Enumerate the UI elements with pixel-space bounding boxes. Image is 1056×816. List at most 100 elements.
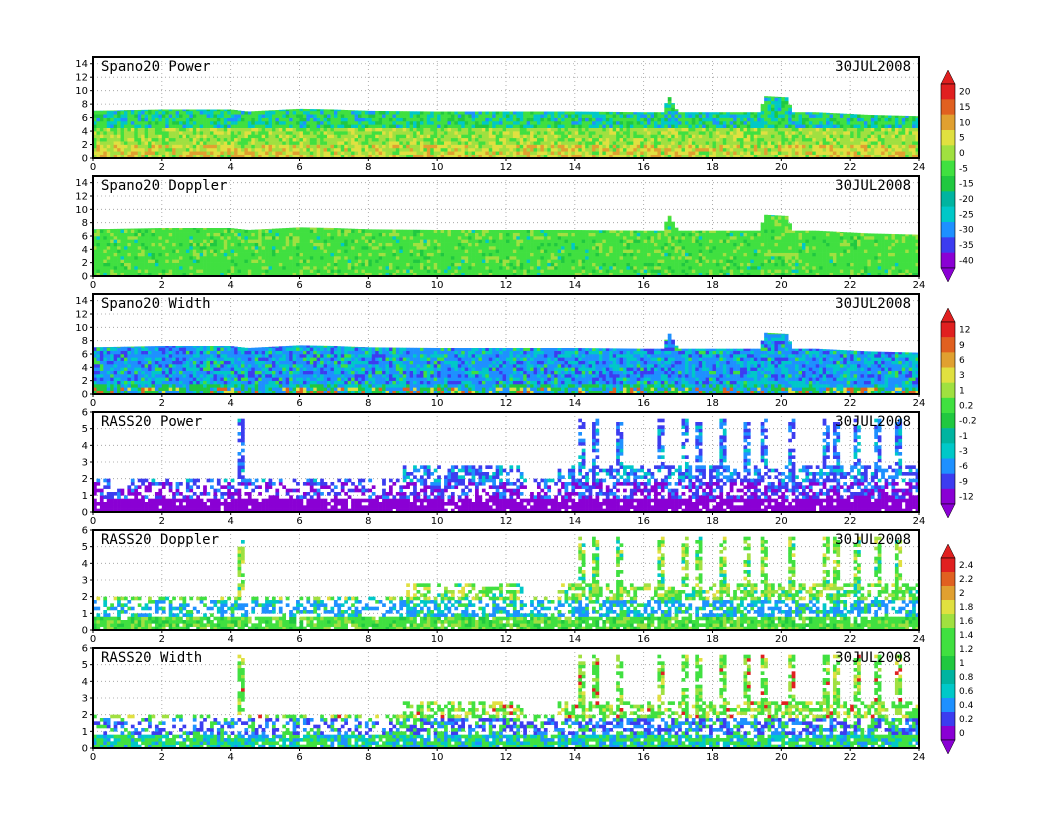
heatmap-cell — [123, 232, 128, 237]
heatmap-cell — [764, 110, 768, 115]
heatmap-cell — [134, 228, 139, 230]
heatmap-cell — [327, 269, 331, 273]
heatmap-cell — [278, 266, 283, 270]
heatmap-cell — [509, 120, 514, 125]
heatmap-cell — [702, 114, 706, 118]
heatmap-cell — [196, 236, 200, 240]
heatmap-cell — [605, 154, 610, 158]
heatmap-cell — [110, 141, 114, 145]
heatmap-cell — [275, 242, 280, 247]
heatmap-cell — [430, 120, 435, 125]
heatmap-cell — [571, 114, 576, 118]
heatmap-cell — [416, 259, 421, 263]
heatmap-cell — [110, 269, 114, 273]
heatmap-cell — [113, 228, 118, 230]
heatmap-cell — [234, 249, 238, 253]
heatmap-cell — [127, 236, 132, 240]
heatmap-cell — [316, 141, 321, 145]
heatmap-cell — [760, 110, 765, 115]
heatmap-cell — [612, 124, 617, 128]
heatmap-cell — [213, 246, 218, 250]
heatmap-cell — [623, 144, 627, 149]
heatmap-cell — [244, 239, 249, 243]
heatmap-cell — [478, 154, 483, 158]
heatmap-cell — [791, 117, 796, 122]
heatmap-cell — [271, 151, 276, 155]
heatmap-cell — [740, 120, 744, 125]
heatmap-cell — [127, 141, 132, 145]
heatmap-cell — [891, 134, 896, 139]
heatmap-cell — [743, 134, 748, 139]
heatmap-cell — [309, 110, 314, 115]
heatmap-cell — [602, 141, 607, 145]
heatmap-cell — [106, 229, 111, 230]
heatmap-cell — [616, 127, 620, 132]
heatmap-cell — [619, 114, 624, 118]
heatmap-cell — [130, 266, 135, 270]
heatmap-cell — [223, 141, 228, 145]
heatmap-cell — [168, 246, 173, 250]
heatmap-cell — [719, 127, 724, 132]
heatmap-cell — [309, 236, 314, 240]
heatmap-cell — [413, 144, 417, 149]
heatmap-cell — [117, 110, 121, 112]
heatmap-cell — [203, 252, 207, 257]
heatmap-cell — [826, 127, 830, 132]
heatmap-cell — [361, 144, 366, 149]
heatmap-cell — [282, 262, 287, 267]
heatmap-cell — [302, 242, 307, 247]
heatmap-cell — [309, 109, 314, 112]
heatmap-cell — [137, 141, 142, 145]
heatmap-cell — [764, 124, 768, 128]
heatmap-cell — [843, 120, 848, 125]
heatmap-cell — [158, 242, 163, 247]
heatmap-cell — [471, 137, 476, 142]
heatmap-cell — [598, 144, 603, 149]
heatmap-cell — [536, 141, 541, 145]
heatmap-cell — [399, 124, 404, 128]
heatmap-cell — [392, 144, 397, 149]
heatmap-cell — [702, 124, 706, 128]
heatmap-cell — [309, 117, 314, 122]
heatmap-cell — [715, 114, 720, 118]
heatmap-cell — [99, 259, 104, 263]
heatmap-cell — [344, 110, 348, 115]
heatmap-cell — [536, 127, 541, 132]
heatmap-cell — [832, 134, 837, 139]
heatmap-cell — [626, 112, 631, 115]
heatmap-cell — [292, 229, 297, 233]
heatmap-cell — [836, 113, 841, 115]
heatmap-cell — [141, 124, 145, 128]
heatmap-cell — [488, 137, 493, 142]
heatmap-cell — [526, 137, 531, 142]
heatmap-cell — [268, 228, 273, 230]
heatmap-cell — [447, 124, 452, 128]
heatmap-cell — [148, 151, 152, 155]
heatmap-cell — [196, 137, 200, 142]
heatmap-cell — [154, 272, 159, 276]
heatmap-cell — [289, 239, 293, 243]
heatmap-cell — [285, 144, 290, 149]
heatmap-cell — [740, 151, 744, 155]
heatmap-cell — [258, 120, 262, 125]
heatmap-cell — [388, 147, 393, 152]
heatmap-cell — [533, 120, 538, 125]
heatmap-cell — [251, 134, 256, 139]
heatmap-cell — [182, 144, 187, 149]
heatmap-cell — [148, 228, 152, 230]
heatmap-cell — [832, 137, 837, 142]
heatmap-cell — [647, 114, 651, 118]
heatmap-cell — [409, 259, 414, 263]
heatmap-cell — [106, 144, 111, 149]
heatmap-cell — [746, 154, 751, 158]
heatmap-cell — [247, 144, 252, 149]
heatmap-cell — [120, 147, 125, 152]
heatmap-cell — [413, 242, 417, 247]
heatmap-cell — [333, 272, 338, 276]
heatmap-cell — [702, 117, 706, 122]
heatmap-cell — [113, 256, 118, 260]
heatmap-cell — [113, 269, 118, 273]
heatmap-cell — [870, 115, 875, 118]
heatmap-cell — [271, 249, 276, 253]
heatmap-cell — [185, 232, 190, 237]
